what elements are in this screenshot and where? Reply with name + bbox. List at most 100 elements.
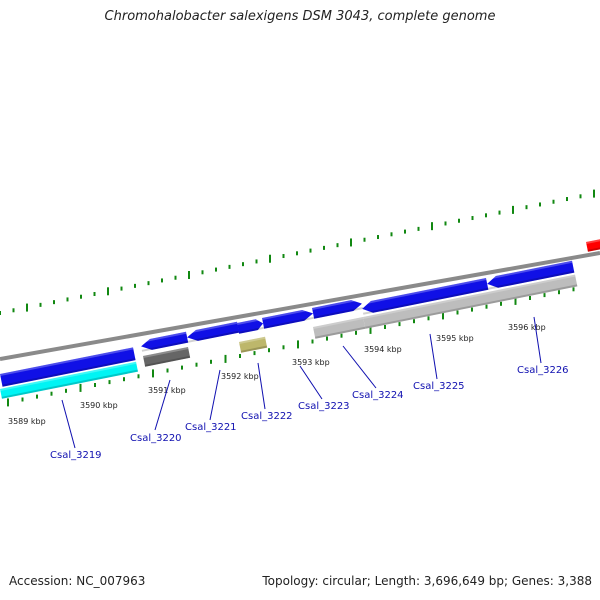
gene-csal-3223b[interactable] <box>312 298 364 319</box>
genome-backbone <box>0 251 600 361</box>
label-leader-line <box>154 379 171 431</box>
outer-tick <box>485 213 487 218</box>
outer-tick <box>296 251 298 256</box>
gene-label[interactable]: Csal_3225 <box>413 381 465 392</box>
label-leader-line <box>299 365 323 400</box>
outer-tick <box>188 271 190 280</box>
inner-tick <box>543 293 546 298</box>
outer-tick <box>552 199 555 204</box>
label-leader-line <box>342 345 377 389</box>
outer-tick <box>593 189 595 198</box>
gene-csal-3221[interactable] <box>186 321 240 343</box>
outer-tick <box>80 294 82 299</box>
inner-tick <box>427 316 430 321</box>
gene-csal-3222b[interactable] <box>237 317 265 334</box>
gene-csal-3226[interactable] <box>485 260 575 290</box>
scale-label: 3592 kbp <box>221 372 259 381</box>
inner-tick <box>166 368 169 373</box>
inner-tick <box>413 319 415 324</box>
outer-tick <box>282 254 285 259</box>
label-leader-line <box>429 333 438 380</box>
outer-tick <box>201 270 204 275</box>
gene-csal-3222[interactable] <box>239 336 268 353</box>
outer-tick <box>336 243 339 248</box>
outer-tick <box>26 303 28 312</box>
outer-tick <box>39 302 42 307</box>
inner-tick <box>355 330 357 335</box>
outer-tick <box>255 259 258 264</box>
gene-label[interactable]: Csal_3220 <box>130 433 182 444</box>
outer-tick <box>498 210 501 215</box>
gene-label[interactable]: Csal_3226 <box>517 365 569 376</box>
inner-tick <box>210 359 212 364</box>
label-leader-line <box>61 399 76 449</box>
outer-tick <box>512 205 514 214</box>
inner-tick <box>442 311 444 320</box>
inner-tick <box>123 377 125 382</box>
inner-tick <box>195 362 198 367</box>
outer-tick <box>161 278 163 283</box>
gene-label[interactable]: Csal_3224 <box>352 390 404 401</box>
gene-label[interactable]: Csal_3222 <box>241 411 293 422</box>
inner-tick <box>79 383 82 392</box>
outer-tick <box>309 248 312 253</box>
outer-tick <box>134 283 136 288</box>
inner-tick <box>572 287 575 292</box>
outer-tick <box>566 197 568 202</box>
inner-tick <box>326 336 328 341</box>
inner-tick <box>369 325 372 334</box>
scale-label: 3596 kbp <box>508 323 546 332</box>
inner-tick <box>297 340 299 349</box>
label-leader-line <box>209 369 221 421</box>
label-leader-line <box>257 362 266 410</box>
outer-tick <box>350 238 352 247</box>
outer-tick <box>404 229 406 234</box>
accession-text: Accession: NC_007963 <box>9 574 146 588</box>
gene-csal-3220b[interactable] <box>140 331 189 352</box>
inner-tick <box>94 383 96 387</box>
inner-tick <box>471 307 473 312</box>
outer-tick <box>431 222 433 231</box>
gene-label[interactable]: Csal_3219 <box>50 450 102 461</box>
gene-csal-3225b[interactable] <box>363 274 578 329</box>
outer-tick <box>53 300 55 305</box>
outer-tick <box>147 281 150 286</box>
gene-label[interactable]: Csal_3221 <box>185 422 237 433</box>
outer-tick-ring <box>0 189 595 315</box>
inner-tick <box>268 348 270 353</box>
inner-tick <box>137 374 140 379</box>
inner-tick <box>311 339 314 344</box>
gene-csal-3218[interactable] <box>0 347 136 387</box>
inner-tick <box>152 369 154 378</box>
inner-tick <box>514 296 517 305</box>
outer-tick <box>323 245 325 250</box>
label-leader-line <box>533 316 542 364</box>
outer-tick <box>525 205 528 210</box>
outer-tick <box>174 275 177 280</box>
gene-csal-3220[interactable] <box>143 347 191 367</box>
gene-csal-3225[interactable] <box>361 277 489 315</box>
gene-highlight-red[interactable] <box>586 239 600 252</box>
outer-tick <box>471 216 474 221</box>
gene-csal-3223[interactable] <box>262 307 315 329</box>
outer-tick <box>107 287 109 296</box>
outer-tick <box>417 226 420 231</box>
outer-tick <box>228 264 231 269</box>
gene-csal-3219[interactable] <box>0 361 138 399</box>
gene-label[interactable]: Csal_3223 <box>298 401 350 412</box>
inner-tick <box>282 345 285 350</box>
outer-tick <box>377 235 379 240</box>
inner-tick <box>239 354 241 358</box>
genome-summary-text: Topology: circular; Length: 3,696,649 bp… <box>262 574 592 588</box>
gene-csal-3224[interactable] <box>313 316 366 339</box>
inner-tick <box>529 296 531 300</box>
inner-tick <box>224 354 227 363</box>
inner-tick <box>485 304 488 309</box>
outer-tick <box>12 308 15 313</box>
gene-features <box>0 239 600 399</box>
scale-label: 3589 kbp <box>8 417 46 426</box>
inner-tick <box>558 290 560 295</box>
inner-tick <box>65 388 67 393</box>
